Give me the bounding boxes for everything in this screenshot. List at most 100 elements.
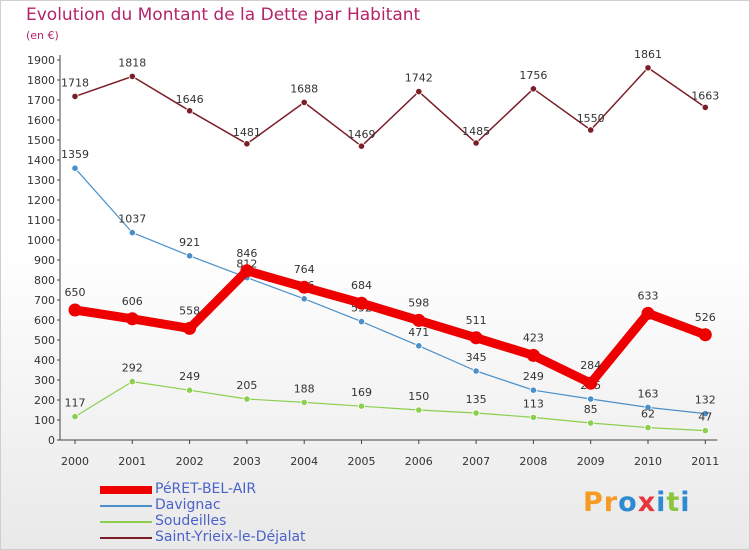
- y-tick-label: 1500: [27, 134, 55, 147]
- y-tick-label: 200: [34, 394, 55, 407]
- data-label-soudeilles: 47: [698, 411, 712, 424]
- data-label-davignac: 249: [523, 370, 544, 383]
- series-line-saint-yrieix-le-dejalat: [74, 67, 707, 147]
- x-tick-label: 2006: [405, 455, 433, 468]
- legend-swatch-saint-yrieix: [100, 537, 152, 539]
- data-label-peret-bel-air: 284: [580, 359, 601, 372]
- x-tick-label: 2001: [118, 455, 146, 468]
- data-label-peret-bel-air: 764: [294, 263, 315, 276]
- data-point-peret-bel-air: [68, 303, 82, 317]
- data-point-soudeilles: [300, 398, 308, 406]
- data-point-soudeilles: [587, 419, 595, 427]
- data-point-saint-yrieix-le-dejalat: [529, 85, 538, 93]
- data-point-davignac: [71, 164, 79, 172]
- data-label-soudeilles: 135: [466, 393, 487, 406]
- y-tick-label: 900: [34, 254, 55, 267]
- y-tick-label: 1600: [27, 114, 55, 127]
- data-label-saint-yrieix-le-dejalat: 1550: [577, 112, 605, 125]
- data-point-peret-bel-air: [584, 376, 598, 390]
- data-label-davignac: 132: [695, 394, 716, 407]
- data-point-peret-bel-air: [183, 321, 197, 335]
- legend-label: Soudeilles: [155, 513, 227, 529]
- data-point-soudeilles: [472, 409, 480, 417]
- data-label-saint-yrieix-le-dejalat: 1742: [405, 72, 433, 85]
- data-point-soudeilles: [644, 423, 652, 432]
- data-point-saint-yrieix-le-dejalat: [243, 140, 251, 148]
- legend-swatch-davignac: [100, 505, 152, 507]
- data-label-peret-bel-air: 423: [523, 331, 544, 344]
- data-label-peret-bel-air: 633: [638, 289, 659, 302]
- data-label-peret-bel-air: 684: [351, 279, 372, 292]
- data-label-soudeilles: 188: [294, 382, 315, 395]
- data-point-soudeilles: [357, 402, 366, 410]
- y-tick-label: 1700: [27, 94, 55, 107]
- y-tick-label: 700: [34, 294, 55, 307]
- data-label-davignac: 1037: [118, 213, 146, 226]
- y-tick-label: 1000: [27, 234, 55, 247]
- y-tick-label: 1100: [27, 214, 55, 227]
- y-tick-label: 600: [34, 314, 55, 327]
- data-label-saint-yrieix-le-dejalat: 1818: [118, 56, 146, 69]
- x-tick-label: 2010: [634, 455, 662, 468]
- data-label-peret-bel-air: 511: [466, 314, 487, 327]
- data-point-peret-bel-air: [469, 331, 483, 345]
- y-tick-label: 1200: [27, 194, 55, 207]
- data-label-davignac: 1359: [61, 148, 89, 161]
- data-label-soudeilles: 249: [179, 370, 200, 383]
- y-tick-label: 400: [34, 354, 55, 367]
- x-tick-label: 2009: [577, 455, 605, 468]
- data-point-davignac: [472, 367, 480, 375]
- data-label-soudeilles: 62: [641, 408, 655, 421]
- data-label-soudeilles: 150: [408, 390, 429, 403]
- data-point-peret-bel-air: [125, 312, 139, 326]
- data-point-peret-bel-air: [355, 296, 368, 310]
- data-point-davignac: [587, 395, 595, 403]
- series-line-peret-bel-air: [70, 266, 710, 388]
- data-point-davignac: [300, 295, 308, 303]
- data-point-saint-yrieix-le-dejalat: [701, 103, 709, 112]
- data-point-saint-yrieix-le-dejalat: [300, 98, 308, 107]
- data-label-soudeilles: 205: [236, 379, 257, 392]
- proxiti-logo: Proxiti: [583, 487, 691, 518]
- data-point-saint-yrieix-le-dejalat: [415, 88, 423, 96]
- data-label-soudeilles: 85: [584, 403, 598, 416]
- data-label-peret-bel-air: 846: [236, 247, 257, 260]
- x-tick-label: 2002: [176, 455, 204, 468]
- data-point-saint-yrieix-le-dejalat: [644, 64, 652, 72]
- x-tick-label: 2011: [691, 455, 719, 468]
- data-point-peret-bel-air: [698, 328, 712, 342]
- data-point-soudeilles: [243, 395, 251, 403]
- data-label-saint-yrieix-le-dejalat: 1718: [61, 76, 89, 89]
- y-tick-label: 1900: [27, 54, 55, 67]
- data-point-davignac: [415, 342, 423, 350]
- data-point-soudeilles: [186, 386, 194, 394]
- data-label-saint-yrieix-le-dejalat: 1688: [290, 82, 318, 95]
- legend-swatch-peret-bel-air: [100, 486, 152, 494]
- data-point-soudeilles: [529, 413, 538, 421]
- data-label-saint-yrieix-le-dejalat: 1756: [519, 69, 547, 82]
- chart-title: Evolution du Montant de la Dette par Hab…: [26, 5, 421, 25]
- series-line-davignac: [74, 167, 706, 415]
- x-tick-label: 2003: [233, 455, 261, 468]
- legend-item-davignac: Davignac: [100, 497, 340, 513]
- y-tick-label: 800: [34, 274, 55, 287]
- data-label-saint-yrieix-le-dejalat: 1861: [634, 48, 662, 61]
- data-point-saint-yrieix-le-dejalat: [472, 139, 480, 147]
- logo-letter: i: [656, 487, 667, 518]
- x-tick-label: 2005: [348, 455, 376, 468]
- y-tick-label: 1800: [27, 74, 55, 87]
- data-label-saint-yrieix-le-dejalat: 1663: [691, 89, 719, 102]
- data-point-davignac: [357, 317, 366, 326]
- data-point-saint-yrieix-le-dejalat: [71, 92, 79, 101]
- data-label-davignac: 163: [638, 387, 659, 400]
- data-label-davignac: 345: [466, 351, 487, 364]
- legend-label: Saint-Yrieix-le-Déjalat: [155, 529, 306, 545]
- x-tick-label: 2008: [519, 455, 547, 468]
- legend-item-soudeilles: Soudeilles: [100, 513, 340, 529]
- data-point-davignac: [644, 403, 652, 411]
- data-point-saint-yrieix-le-dejalat: [186, 107, 194, 115]
- legend-item-peret-bel-air: PéRET-BEL-AIR: [100, 481, 340, 497]
- data-point-davignac: [529, 386, 538, 394]
- data-label-soudeilles: 169: [351, 386, 372, 399]
